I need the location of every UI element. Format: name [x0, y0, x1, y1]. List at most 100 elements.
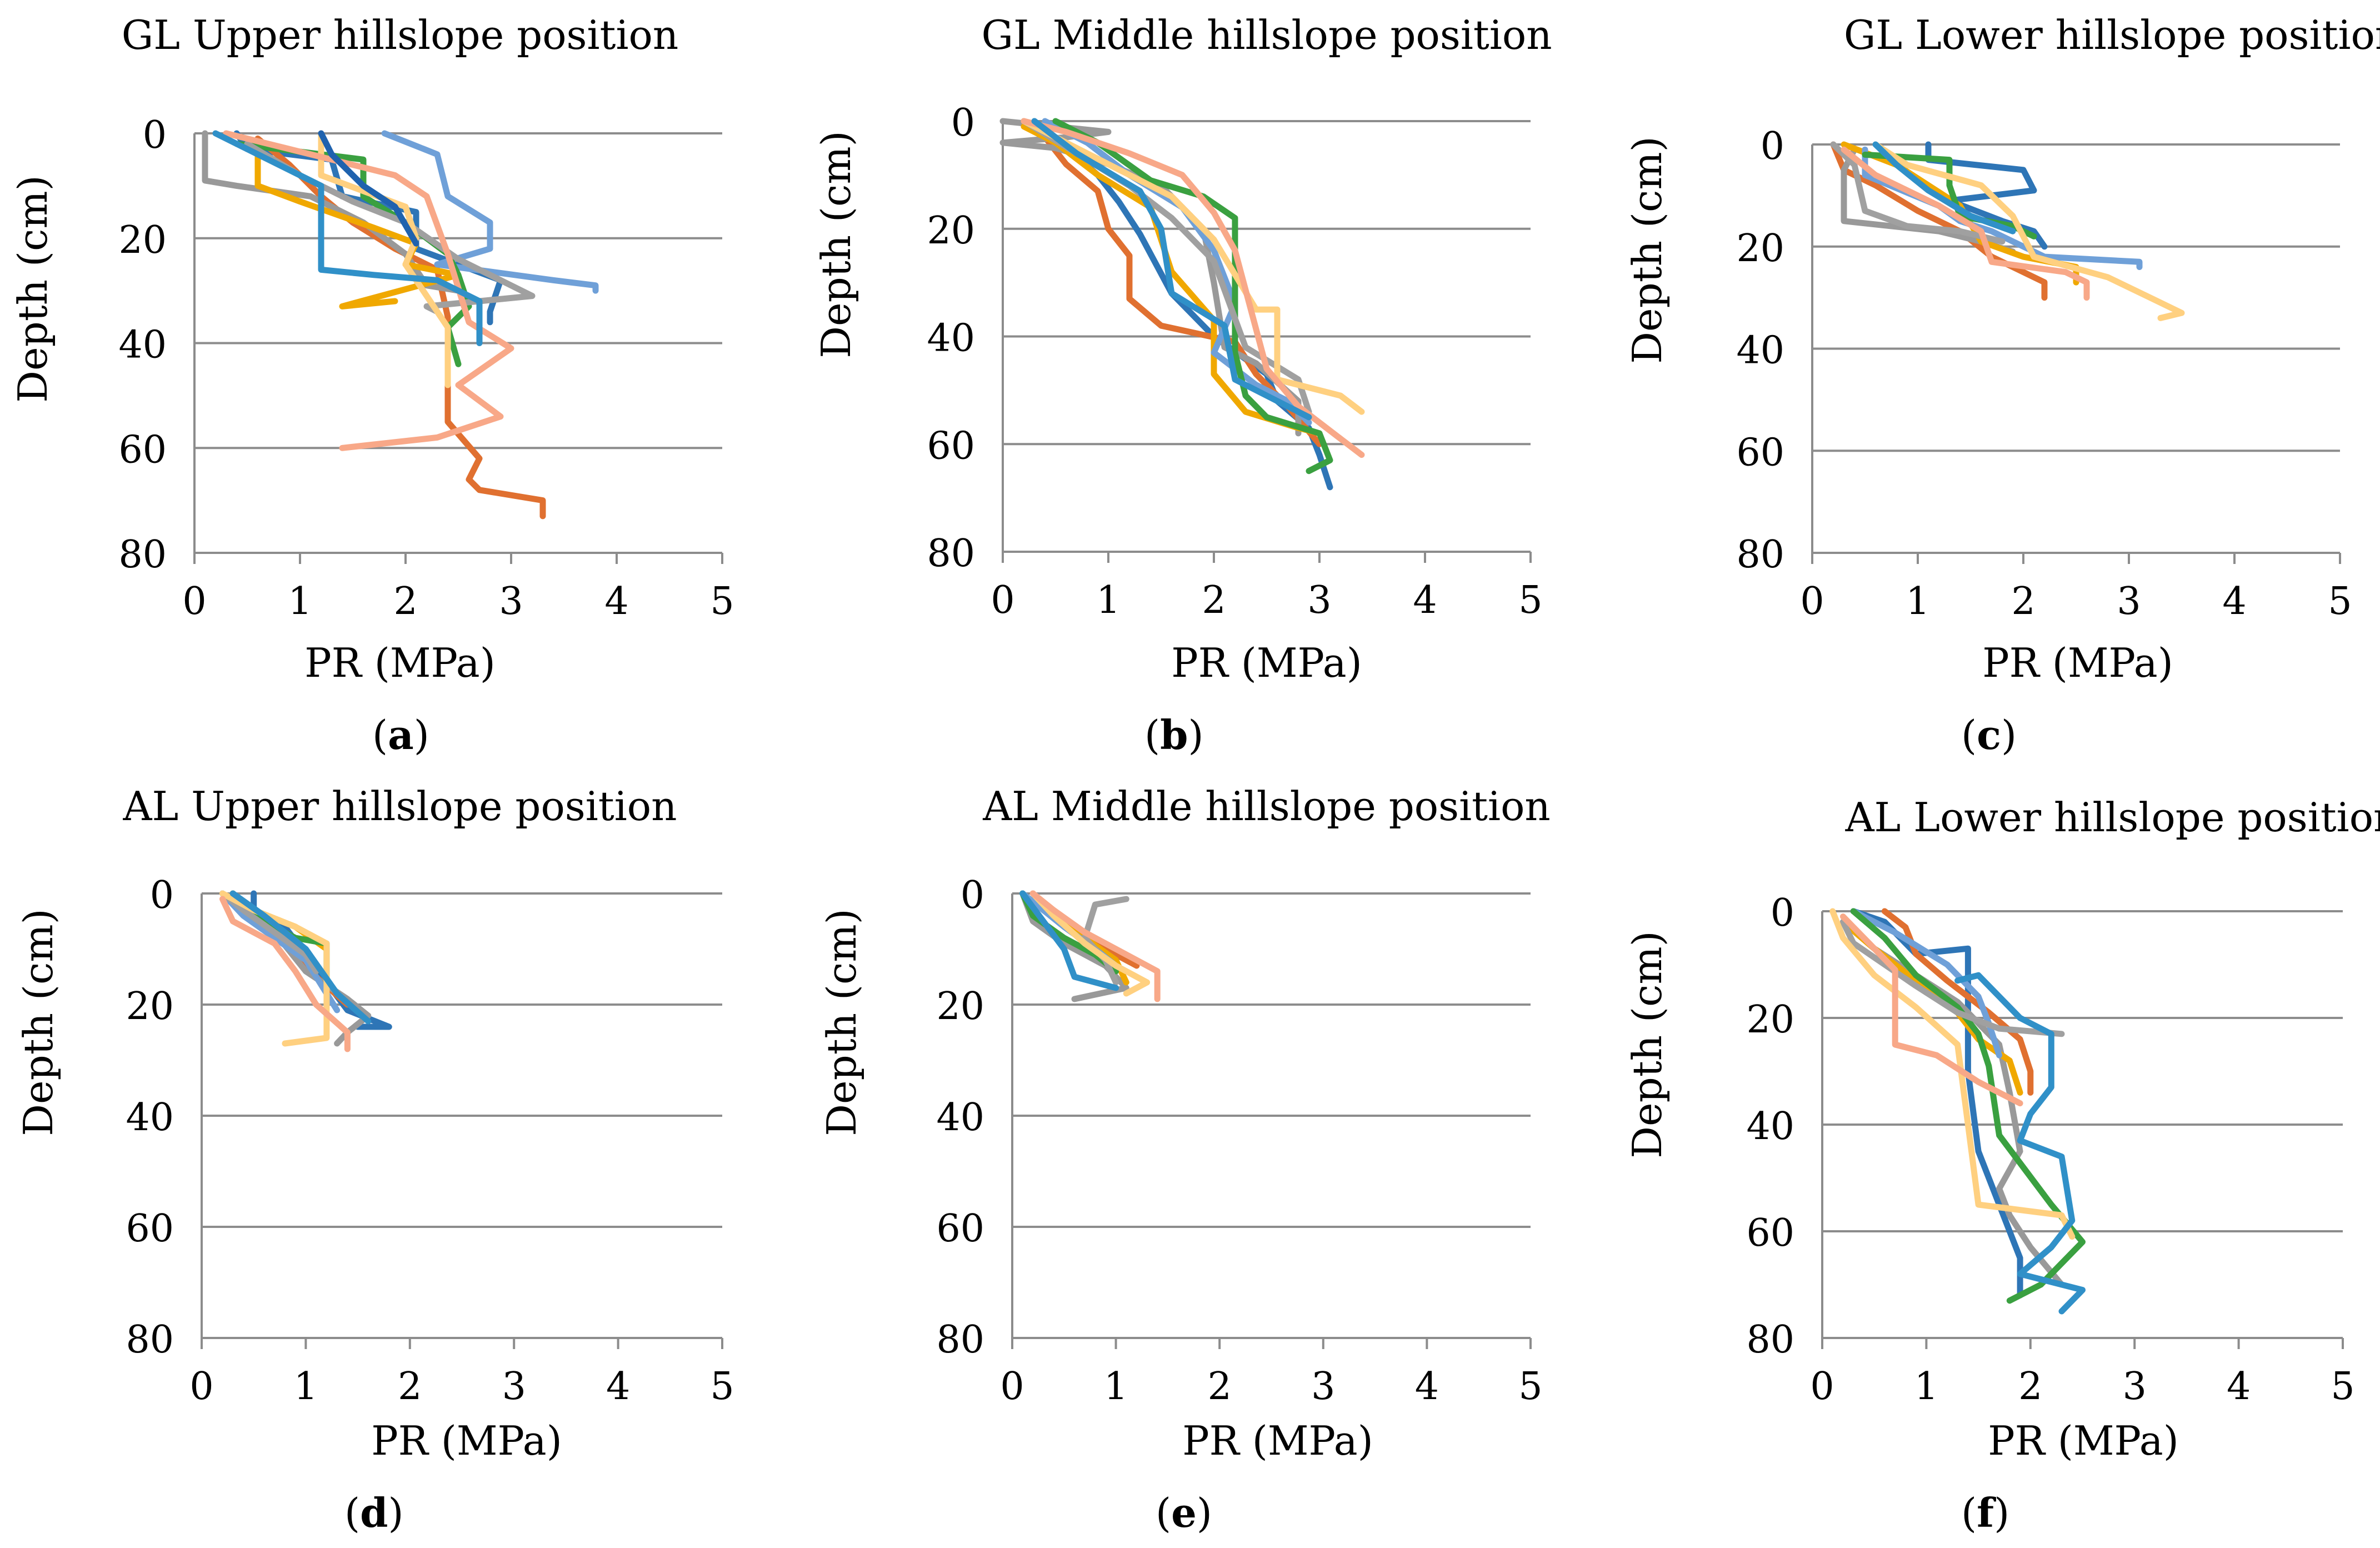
x-tick-label-c-4: 4: [2222, 580, 2246, 623]
y-tick-label-e-2: 40: [936, 1096, 984, 1140]
panel-label-c: (c): [1961, 711, 2017, 758]
profile-line-c-10: [1872, 141, 2016, 234]
grid-lines-a: [193, 132, 722, 554]
profile-line-e-7: [1082, 896, 1129, 986]
x-tick-label-d-0: 0: [189, 1365, 213, 1409]
y-tick-label-a-0: 0: [143, 113, 167, 157]
profile-line-d-10: [229, 890, 372, 1025]
grid-lines-b: [1002, 120, 1531, 553]
profile-line-c-7: [1830, 141, 2006, 245]
profiles-f: [1829, 908, 2086, 1315]
x-tick-label-c-0: 0: [1800, 580, 1824, 623]
profile-line-a-9: [223, 130, 514, 451]
chart-title-e: AL Middle hillslope position: [982, 783, 1551, 830]
y-tick-label-b-1: 20: [927, 209, 975, 253]
y-tick-label-b-4: 80: [927, 532, 975, 576]
x-tick-label-a-0: 0: [182, 580, 206, 623]
y-tick-label-a-1: 20: [118, 218, 167, 262]
y-tick-label-e-1: 20: [936, 985, 984, 1028]
chart-panel-c: GL Lower hillslope position 0 20 40 60 80 0 1…: [1624, 12, 2380, 758]
y-tick-label-b-0: 0: [951, 101, 975, 145]
y-axis-label-e: Depth (cm): [818, 908, 865, 1136]
y-tick-label-c-3: 60: [1736, 431, 1784, 475]
x-tick-label-e-1: 1: [1104, 1365, 1128, 1409]
x-axis-label-c: PR (MPa): [1982, 640, 2173, 686]
y-tick-label-c-2: 40: [1736, 329, 1784, 373]
y-axis-label-a: Depth (cm): [9, 175, 56, 402]
x-tick-label-e-0: 0: [1000, 1365, 1024, 1409]
x-tick-label-c-5: 5: [2328, 580, 2352, 623]
y-tick-label-d-1: 20: [126, 985, 174, 1028]
x-tick-label-f-1: 1: [1914, 1365, 1938, 1409]
x-tick-label-d-5: 5: [710, 1365, 734, 1409]
chart-panel-a: GL Upper hillslope position 0 20 40 60 80 0 1…: [9, 12, 734, 758]
y-tick-label-f-1: 20: [1746, 998, 1794, 1042]
y-axis-ticks-b: 0 20 40 60 80: [927, 101, 975, 576]
profile-line-e-9: [1029, 890, 1161, 1002]
x-tick-label-c-2: 2: [2011, 580, 2035, 623]
x-tick-label-f-5: 5: [2331, 1365, 2354, 1409]
x-axis-label-e: PR (MPa): [1182, 1417, 1373, 1464]
y-axis-ticks-c: 0 20 40 60 80: [1736, 124, 1784, 577]
profile-line-d-9: [219, 896, 351, 1052]
y-tick-label-a-3: 60: [118, 428, 167, 472]
chart-panel-f: AL Lower hillslope position 0 20 40 60 80 0 1…: [1624, 794, 2380, 1536]
grid-lines-f: [1821, 910, 2343, 1339]
chart-title-a: GL Upper hillslope position: [122, 12, 678, 58]
profile-line-b-8: [1021, 118, 1365, 415]
profile-line-a-10: [212, 130, 483, 346]
panel-label-c-letter: c: [1977, 711, 2001, 758]
profile-line-b-2: [1021, 118, 1323, 447]
y-axis-label-b: Depth (cm): [813, 131, 859, 358]
x-tick-label-f-3: 3: [2123, 1365, 2147, 1409]
x-tick-label-b-5: 5: [1518, 578, 1542, 622]
x-axis-ticks-a: 0 1 2 3 4 5: [182, 553, 734, 623]
chart-title-f: AL Lower hillslope position: [1845, 794, 2380, 841]
y-axis-label-c: Depth (cm): [1624, 136, 1671, 363]
y-tick-label-f-4: 80: [1746, 1318, 1794, 1362]
profile-line-f-8: [1829, 908, 2076, 1240]
chart-panel-d: AL Upper hillslope position 0 20 40 60 80 0 1…: [15, 783, 734, 1536]
y-tick-label-a-4: 80: [118, 533, 167, 577]
x-tick-label-f-2: 2: [2018, 1365, 2042, 1409]
profiles-e: [1019, 890, 1161, 1002]
chart-title-d: AL Upper hillslope position: [123, 783, 677, 830]
x-axis-label-a: PR (MPa): [304, 640, 496, 686]
x-tick-label-e-2: 2: [1208, 1365, 1232, 1409]
x-axis-ticks-c: 0 1 2 3 4 5: [1800, 553, 2352, 623]
y-tick-label-b-3: 60: [927, 424, 975, 468]
x-tick-label-e-5: 5: [1518, 1365, 1542, 1409]
y-tick-label-e-4: 80: [936, 1318, 984, 1362]
profiles-b: [999, 118, 1365, 491]
y-tick-label-d-3: 60: [126, 1207, 174, 1251]
panel-label-b-letter: b: [1160, 711, 1188, 758]
profile-line-b-10: [1031, 118, 1312, 421]
x-tick-label-f-4: 4: [2227, 1365, 2251, 1409]
profile-line-f-9: [1840, 913, 2023, 1107]
x-tick-label-c-1: 1: [1906, 580, 1929, 623]
grid-lines-e: [1011, 892, 1531, 1339]
x-tick-label-b-1: 1: [1096, 578, 1120, 622]
profile-line-a-11: [318, 130, 419, 247]
profile-line-c-8: [1872, 141, 2185, 321]
x-tick-label-a-1: 1: [288, 580, 312, 623]
x-tick-label-b-0: 0: [991, 578, 1014, 622]
x-tick-label-b-2: 2: [1202, 578, 1226, 622]
y-tick-label-b-2: 40: [927, 317, 975, 361]
y-tick-label-f-2: 40: [1746, 1105, 1794, 1148]
profiles-c: [1830, 141, 2185, 321]
y-tick-label-a-2: 40: [118, 323, 167, 367]
panel-label-f-letter: f: [1977, 1489, 1996, 1536]
x-tick-label-d-1: 1: [294, 1365, 318, 1409]
grid-lines-d: [201, 892, 722, 1339]
profile-line-f-10: [1954, 972, 2086, 1315]
profile-line-e-8: [1029, 890, 1151, 997]
x-axis-ticks-f: 0 1 2 3 4 5: [1810, 1338, 2355, 1409]
x-tick-label-f-0: 0: [1810, 1365, 1834, 1409]
profiles-d: [219, 890, 392, 1052]
y-tick-label-d-4: 80: [126, 1318, 174, 1362]
panel-label-d-letter: d: [360, 1489, 388, 1536]
profile-line-a-5: [381, 130, 599, 294]
